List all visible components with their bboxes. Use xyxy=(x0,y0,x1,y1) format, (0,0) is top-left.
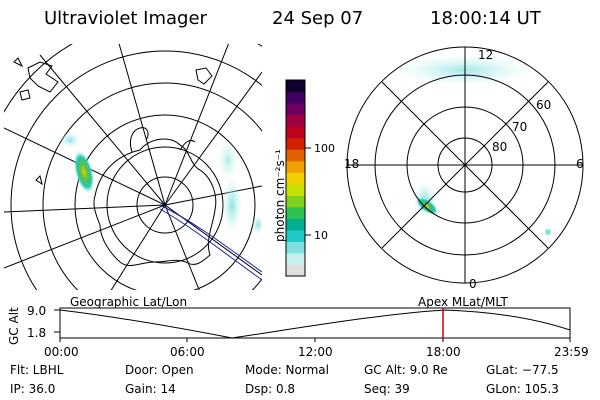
colorbar-segment xyxy=(286,103,305,116)
colorbar-segment xyxy=(286,114,305,127)
gain-info: Gain: 14 xyxy=(125,382,176,396)
geographic-panel-label: Geographic Lat/Lon xyxy=(70,295,188,309)
colorbar xyxy=(285,79,311,277)
colorbar-unit-label: photon cm⁻²s⁻¹ xyxy=(273,149,287,242)
gc-alt-info: GC Alt: 9.0 Re xyxy=(364,363,448,377)
colorbar-segment xyxy=(286,91,305,104)
colorbar-segment xyxy=(286,137,305,150)
mlt-label-18: 18 xyxy=(344,157,360,171)
colorbar-tick-100: 100 xyxy=(314,142,335,155)
mlat-label-80: 80 xyxy=(492,140,508,154)
door-info: Door: Open xyxy=(125,363,194,377)
magnetic-panel-label: Apex MLat/MLT xyxy=(418,295,508,309)
colorbar-segment xyxy=(286,160,305,173)
altitude-timeline xyxy=(54,307,571,342)
colorbar-segment xyxy=(286,149,305,162)
colorbar-tick-10: 10 xyxy=(314,229,328,242)
dsp-info: Dsp: 0.8 xyxy=(245,382,296,396)
mode-info: Mode: Normal xyxy=(245,363,329,377)
colorbar-segment xyxy=(286,126,305,139)
mlat-label-60: 60 xyxy=(536,98,552,112)
colorbar-segment xyxy=(286,183,305,196)
ip-info: IP: 36.0 xyxy=(10,382,56,396)
colorbar-segment xyxy=(286,80,305,93)
mlt-label-0: 0 xyxy=(469,277,477,291)
geographic-map xyxy=(4,44,262,290)
timeline-ytick-top: 9.0 xyxy=(27,304,47,318)
colorbar-segment xyxy=(286,252,305,266)
filter-info: Flt: LBHL xyxy=(10,363,64,377)
timeline-xtick-1800: 18:00 xyxy=(426,345,461,359)
mlat-label-70: 70 xyxy=(512,120,528,134)
timeline-xtick-0000: 00:00 xyxy=(44,345,79,359)
mlt-label-12: 12 xyxy=(478,48,494,62)
timeline-xtick-0600: 06:00 xyxy=(170,345,205,359)
glon-info: GLon: 105.3 xyxy=(486,382,559,396)
timeline-ylabel: GC Alt xyxy=(7,307,21,345)
colorbar-segment xyxy=(286,229,305,243)
glat-info: GLat: −77.5 xyxy=(486,363,559,377)
imager-title: Ultraviolet Imager xyxy=(44,8,207,29)
mlt-label-6: 6 xyxy=(576,157,584,171)
time-label: 18:00:14 UT xyxy=(430,8,541,29)
colorbar-segment xyxy=(286,195,305,208)
colorbar-segment xyxy=(286,206,305,219)
timeline-xtick-1200: 12:00 xyxy=(298,345,333,359)
magnetic-polar-plot xyxy=(346,46,584,284)
colorbar-segment xyxy=(286,264,305,277)
colorbar-segment xyxy=(286,172,305,185)
colorbar-segment xyxy=(286,241,305,254)
timeline-ytick-bottom: 1.8 xyxy=(27,326,47,340)
timeline-xtick-2359: 23:59 xyxy=(554,345,589,359)
seq-info: Seq: 39 xyxy=(364,382,410,396)
date-label: 24 Sep 07 xyxy=(272,8,364,29)
colorbar-segment xyxy=(286,218,305,231)
